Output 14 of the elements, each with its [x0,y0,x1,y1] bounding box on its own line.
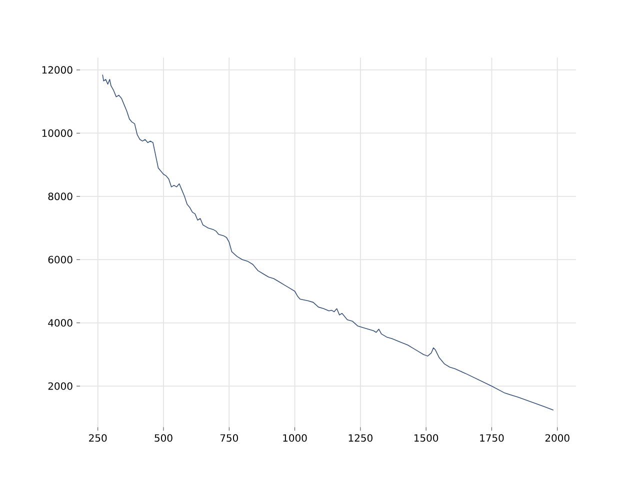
y-tick-label: 6000 [48,256,72,264]
y-tick-label: 4000 [48,319,72,327]
y-tick-label: 2000 [48,382,72,390]
x-tick-label: 2000 [545,434,570,442]
y-tick-label: 12000 [42,66,72,74]
x-tick-label: 1000 [283,434,307,442]
x-tick-label: 250 [89,434,107,442]
x-tick-label: 1500 [414,434,438,442]
y-tick-label: 10000 [42,129,72,137]
x-tick-label: 1250 [348,434,372,442]
x-tick-label: 1750 [480,434,504,442]
x-tick-label: 500 [154,434,172,442]
x-tick-label: 750 [220,434,238,442]
y-tick-label: 8000 [48,192,72,200]
